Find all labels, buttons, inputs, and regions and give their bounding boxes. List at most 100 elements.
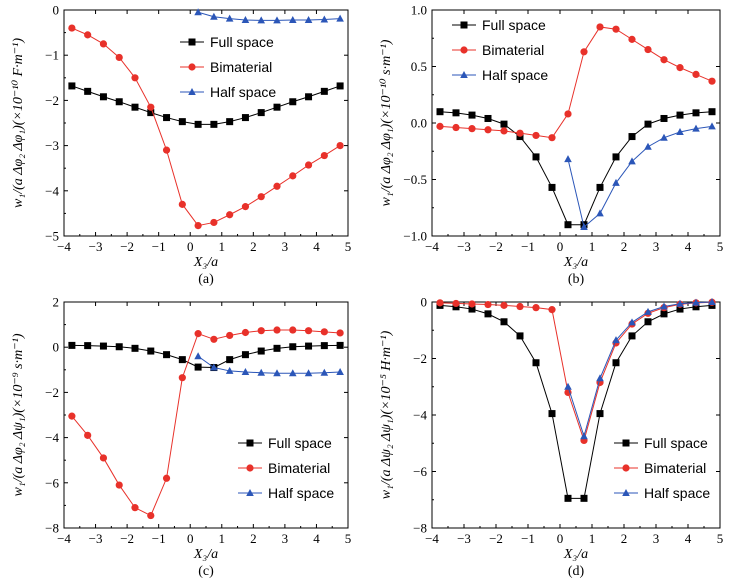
data-point (194, 222, 202, 230)
series-line (197, 11, 341, 21)
x-tick-label: −4 (57, 531, 71, 546)
legend-marker (460, 46, 468, 54)
data-point (548, 410, 556, 418)
legend-marker (622, 464, 630, 472)
y-tick-label: 0 (53, 3, 60, 18)
y-tick-label: −6 (413, 464, 427, 479)
data-point (84, 87, 92, 95)
data-point (532, 131, 540, 140)
legend-label: Full space (482, 17, 546, 33)
legend-marker (622, 439, 630, 447)
data-point (644, 45, 652, 54)
legend-entry-half-space: Half space (452, 67, 548, 83)
data-point (708, 108, 716, 116)
data-point (241, 368, 250, 376)
legend-label: Half space (210, 84, 276, 100)
data-point (500, 120, 508, 128)
data-point (305, 93, 313, 101)
series-bimaterial (436, 23, 716, 142)
x-tick-label: −1 (152, 239, 166, 254)
y-tick-label: −8 (45, 521, 59, 536)
y-tick-label: 0.5 (411, 59, 427, 74)
x-tick-label: 4 (313, 531, 320, 546)
data-point (273, 16, 281, 24)
legend-marker (246, 439, 254, 447)
legend-label: Bimaterial (482, 42, 544, 58)
x-axis-title: X₃/a (193, 547, 218, 562)
data-point (564, 155, 572, 163)
x-tick-label: 1 (219, 531, 226, 546)
series-half-space (194, 352, 344, 377)
data-point (131, 103, 139, 111)
legend-entry-full-space: Full space (238, 435, 332, 451)
data-point (676, 305, 684, 313)
x-axis-title: X₃/a (563, 255, 588, 270)
data-point (436, 122, 444, 130)
y-tick-label: −1.0 (403, 229, 427, 244)
legend-entry-full-space: Full space (452, 17, 546, 33)
x-tick-label: −1 (152, 531, 166, 546)
data-point (210, 12, 218, 20)
data-point (336, 142, 344, 150)
data-point (131, 344, 139, 352)
legend-label: Full space (644, 435, 708, 451)
data-point (273, 344, 281, 352)
data-point (68, 82, 76, 90)
x-tick-label: 5 (345, 531, 352, 546)
data-point (596, 209, 604, 217)
x-tick-label: 5 (717, 531, 724, 546)
legend-label: Half space (644, 485, 710, 501)
data-point (147, 347, 155, 355)
series-line (567, 301, 713, 438)
data-point (516, 332, 524, 340)
series-bimaterial (436, 298, 716, 445)
data-point (564, 388, 572, 396)
x-tick-label: −3 (457, 239, 471, 254)
data-point (147, 109, 155, 117)
data-point (210, 218, 218, 227)
series-line (197, 355, 341, 374)
data-point (68, 341, 76, 349)
data-point (628, 133, 636, 141)
x-tick-label: 4 (313, 239, 320, 254)
data-point (612, 178, 620, 186)
x-tick-label: −1 (521, 239, 535, 254)
y-tick-label: −4 (45, 430, 59, 445)
series-half-space (194, 8, 344, 24)
data-point (612, 25, 620, 33)
legend-marker (622, 489, 630, 496)
series-line (71, 27, 341, 227)
data-point (178, 118, 186, 126)
x-tick-label: −4 (57, 239, 71, 254)
data-point (484, 310, 492, 318)
data-point (692, 303, 700, 311)
series-full-space (68, 82, 344, 128)
data-point (257, 368, 266, 376)
data-point (660, 56, 668, 64)
data-point (320, 342, 328, 350)
y-tick-label: 2 (53, 295, 60, 310)
data-point (273, 369, 281, 377)
data-point (289, 98, 297, 106)
data-point (484, 126, 492, 134)
data-point (644, 142, 652, 150)
panel-label: (b) (568, 272, 585, 287)
data-point (628, 318, 636, 326)
legend-marker (188, 63, 196, 71)
data-point (304, 15, 313, 23)
legend-marker (188, 88, 196, 95)
data-point (676, 64, 684, 72)
data-point (226, 356, 234, 364)
data-point (708, 122, 716, 130)
x-tick-label: 3 (653, 531, 660, 546)
data-point (660, 114, 668, 122)
data-point (452, 299, 460, 308)
data-point (516, 129, 524, 137)
data-point (273, 182, 281, 190)
series-half-space (564, 298, 716, 440)
data-point (580, 432, 588, 440)
y-tick-label: −4 (413, 408, 427, 423)
data-point (336, 82, 344, 90)
data-point (304, 369, 313, 377)
